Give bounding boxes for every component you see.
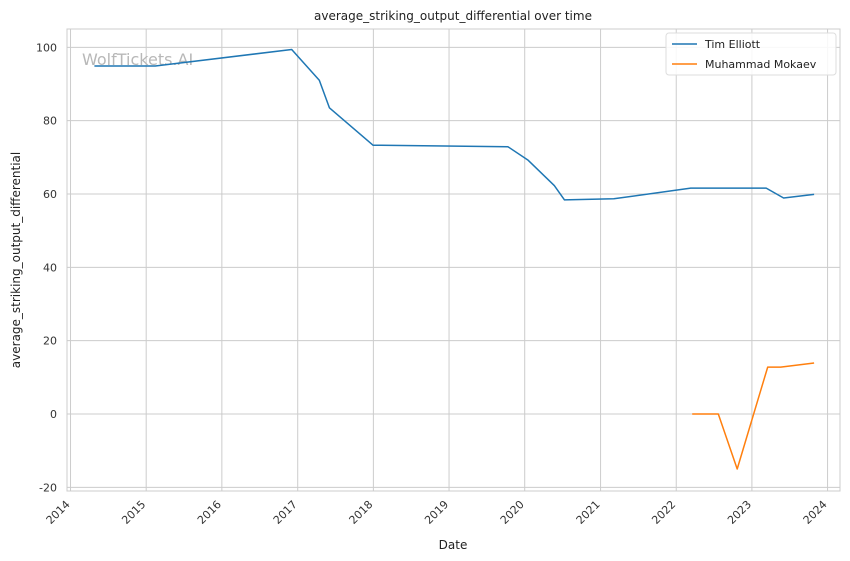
series-line [692,362,815,470]
x-tick-label: 2018 [347,498,376,527]
series-lines [94,48,815,470]
x-tick-label: 2017 [271,498,300,527]
x-axis-title: Date [439,538,468,552]
y-tick-label: 0 [50,408,57,421]
y-tick-label: 100 [36,41,57,54]
legend: Tim Elliott Muhammad Mokaev [665,32,837,76]
y-axis-title: average_striking_output_differential [9,152,23,368]
plot-area-frame [66,28,841,492]
x-tick-label: 2022 [649,498,678,527]
x-tick-label: 2016 [195,498,224,527]
x-tick-label: 2019 [422,498,451,527]
y-tick-label: -20 [39,481,57,494]
y-tick-label: 40 [43,261,57,274]
legend-label: Tim Elliott [704,38,761,51]
x-tick-label: 2021 [574,498,603,527]
x-tick-label: 2015 [119,498,148,527]
legend-box [665,32,837,76]
x-tick-label: 2023 [725,498,754,527]
x-tick-label: 2014 [44,498,73,527]
y-tick-label: 20 [43,335,57,348]
legend-label: Muhammad Mokaev [705,58,817,71]
series-line [94,48,815,201]
chart-title: average_striking_output_differential ove… [314,9,592,23]
y-ticks: -20 0 20 40 60 80 100 [36,41,57,494]
y-tick-label: 60 [43,188,57,201]
x-tick-label: 2024 [801,498,830,527]
y-tick-label: 80 [43,115,57,128]
x-ticks: 2014 2015 2016 2017 2018 2019 2020 2021 2022 2023… [44,498,830,527]
grid [67,29,840,491]
x-tick-label: 2020 [498,498,527,527]
